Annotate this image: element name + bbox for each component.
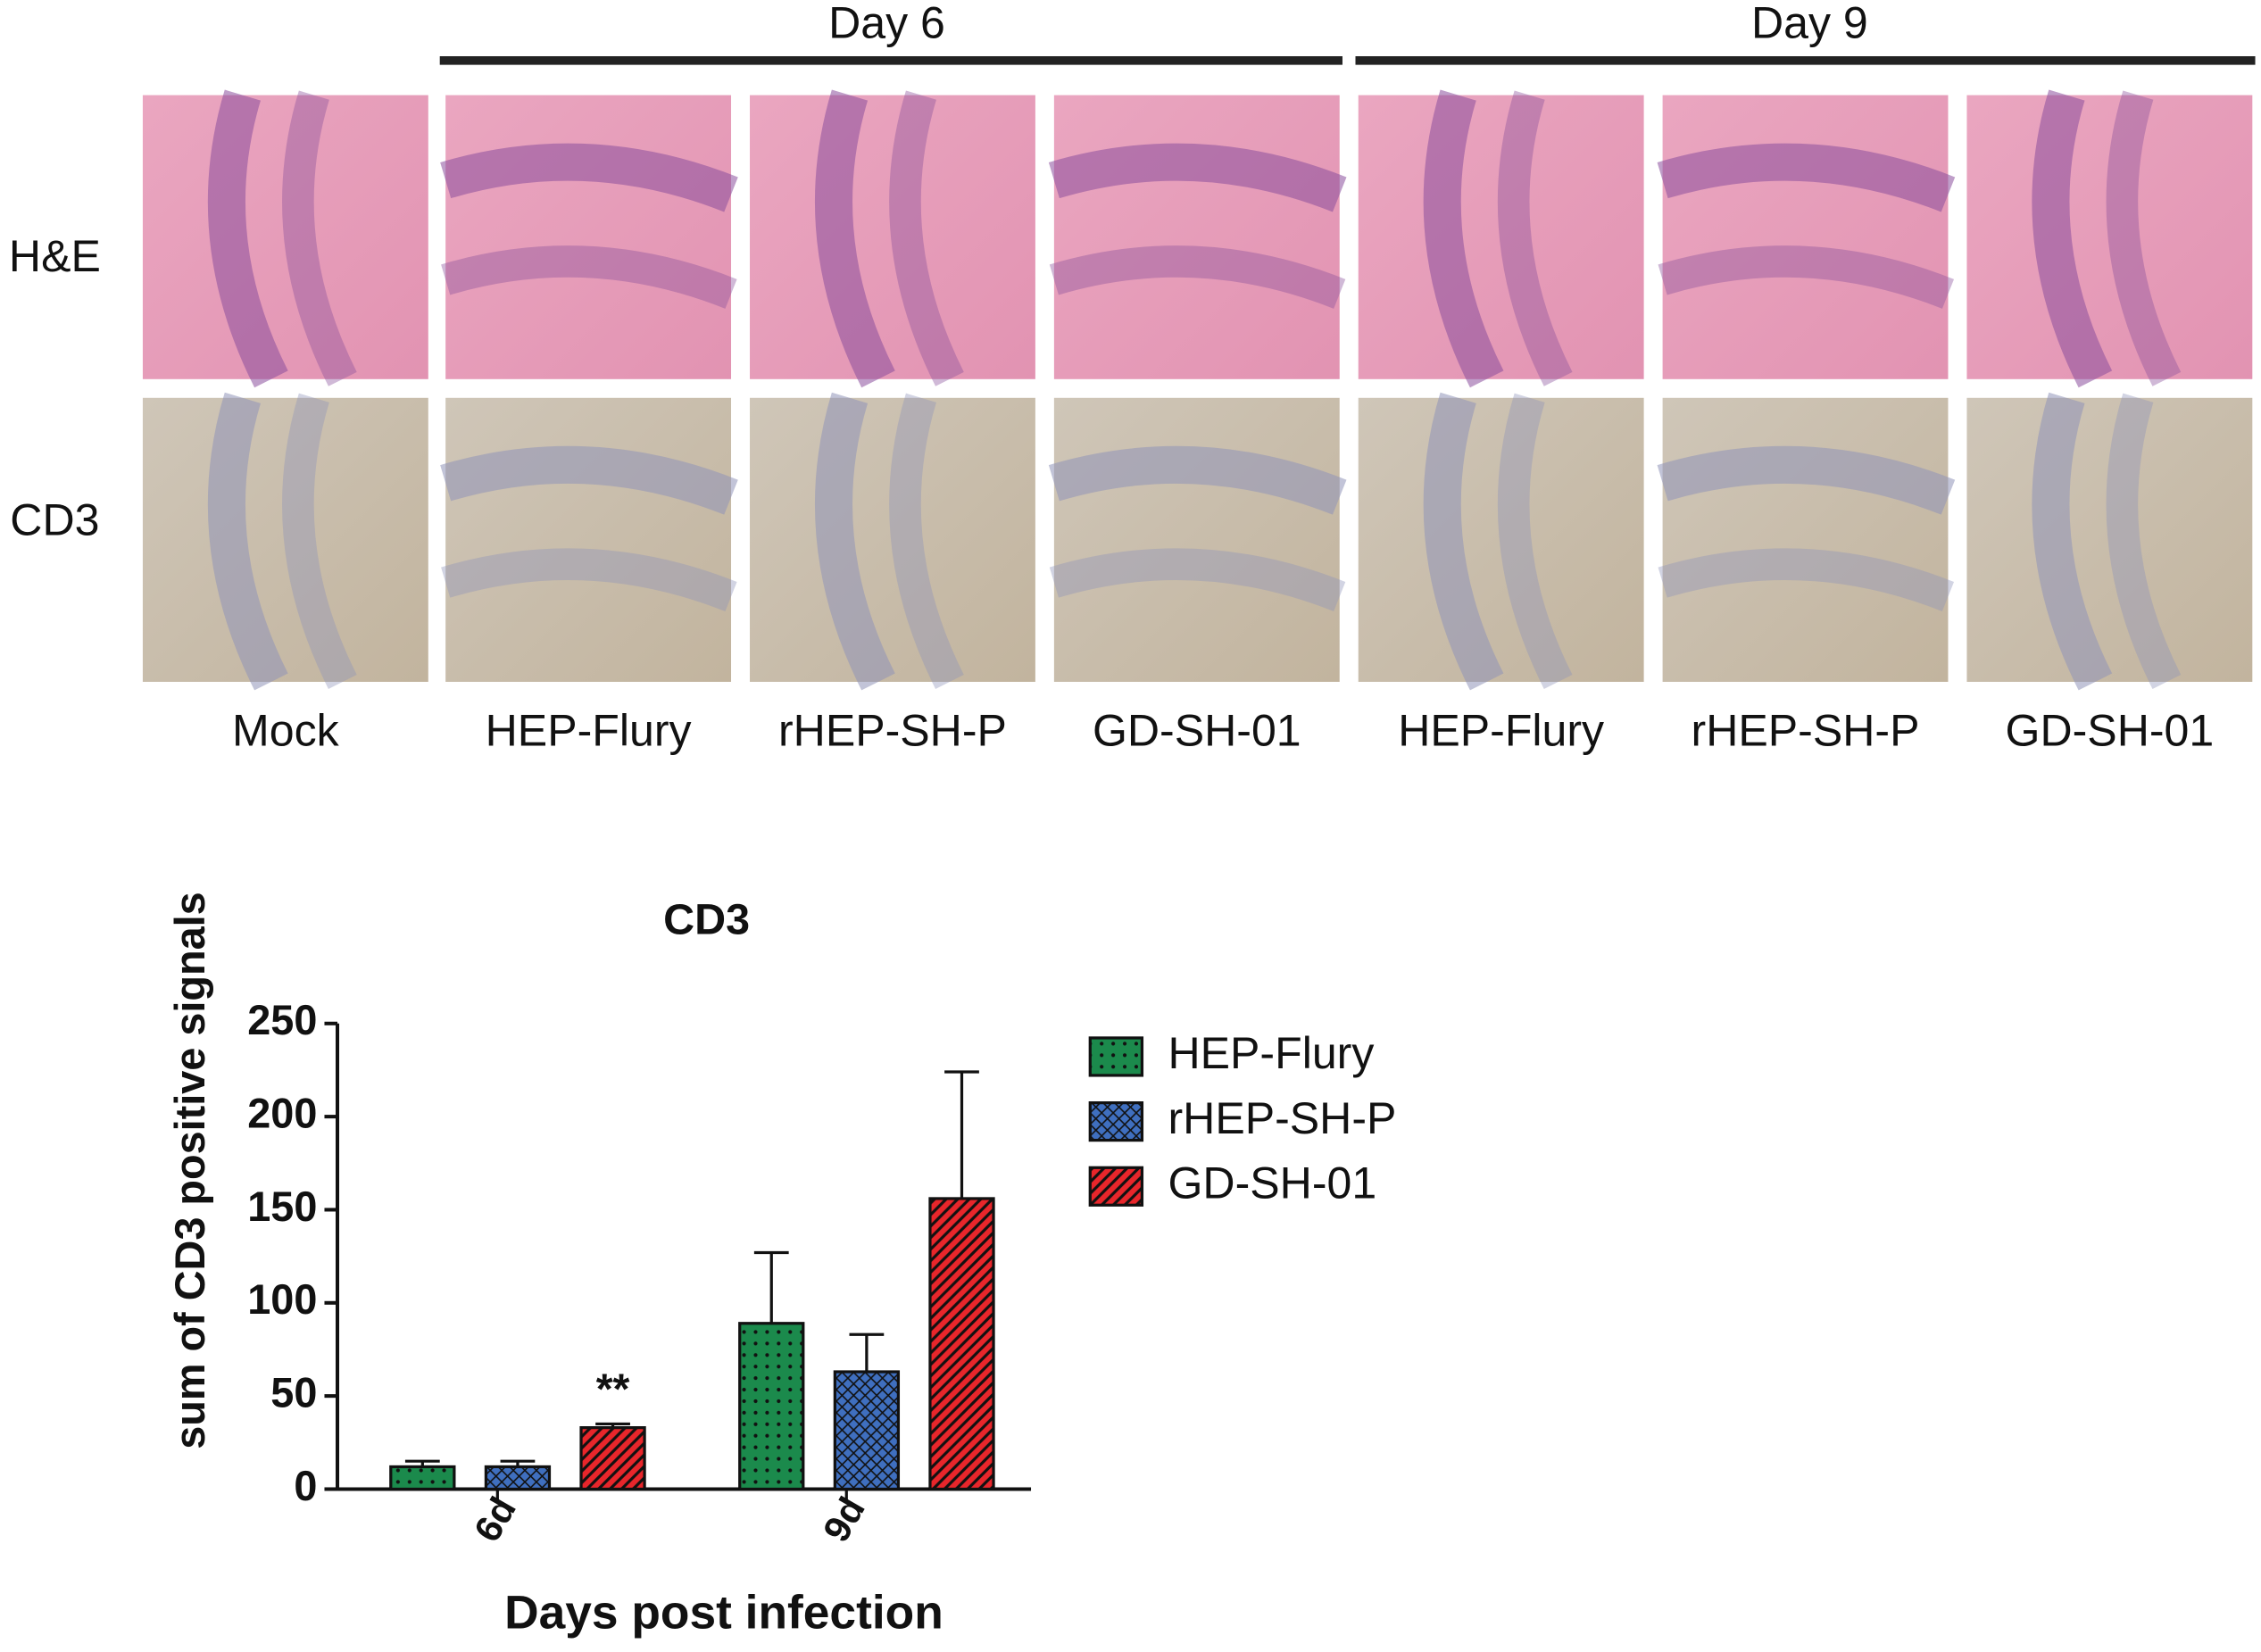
- micrograph: [1966, 392, 2253, 691]
- legend-swatch: [1088, 1101, 1144, 1142]
- legend-label: rHEP-SH-P: [1168, 1093, 1397, 1143]
- legend-swatch: [1088, 1036, 1144, 1077]
- significance-label: **: [596, 1366, 630, 1414]
- x-tick-label: 6d: [466, 1490, 524, 1548]
- micrograph: [440, 95, 738, 379]
- micrograph: [750, 392, 1035, 691]
- micrograph: [750, 89, 1035, 388]
- legend-label: HEP-Flury: [1168, 1028, 1375, 1078]
- micrograph: [142, 392, 428, 691]
- column-label: HEP-Flury: [486, 705, 692, 755]
- legend-swatch: [1088, 1166, 1144, 1207]
- y-tick-label: 200: [247, 1090, 317, 1136]
- micrograph: [1048, 397, 1347, 682]
- micrograph: [1358, 392, 1644, 691]
- image-panels: [142, 89, 2253, 691]
- micrograph: [1966, 89, 2253, 388]
- bar: [579, 1426, 646, 1491]
- micrograph: [1657, 397, 1956, 682]
- bar: [484, 1465, 552, 1491]
- micrograph: [1657, 95, 1956, 379]
- group-label: Day 6: [828, 0, 945, 47]
- x-tick-label: 9d: [815, 1490, 873, 1548]
- chart-title: CD3: [663, 896, 750, 944]
- column-label: rHEP-SH-P: [1692, 705, 1920, 755]
- bar: [738, 1322, 805, 1491]
- column-label: rHEP-SH-P: [778, 705, 1007, 755]
- column-label: GD-SH-01: [1093, 705, 1301, 755]
- bar: [928, 1197, 995, 1491]
- micrograph: [142, 89, 428, 388]
- y-tick-label: 150: [247, 1183, 317, 1230]
- micrograph: [1048, 95, 1347, 379]
- row-label: H&E: [9, 231, 101, 281]
- legend-label: GD-SH-01: [1168, 1158, 1377, 1208]
- group-label: Day 9: [1751, 0, 1868, 47]
- y-tick-label: 250: [247, 997, 317, 1043]
- bar-chart: CD3 Days post infection sum of CD3 posit…: [167, 892, 1397, 1639]
- bar: [389, 1465, 456, 1491]
- bar: [833, 1370, 901, 1491]
- y-tick-label: 100: [247, 1276, 317, 1323]
- y-tick-label: 50: [270, 1370, 317, 1416]
- micrograph: [1358, 89, 1644, 388]
- column-label: HEP-Flury: [1398, 705, 1604, 755]
- column-label: Mock: [232, 705, 340, 755]
- row-label: CD3: [10, 495, 99, 545]
- micrograph: [440, 397, 738, 682]
- x-axis-label: Days post infection: [504, 1587, 943, 1640]
- y-axis-label: sum of CD3 positive signals: [167, 892, 213, 1449]
- y-tick-label: 0: [294, 1463, 317, 1509]
- column-label: GD-SH-01: [2006, 705, 2215, 755]
